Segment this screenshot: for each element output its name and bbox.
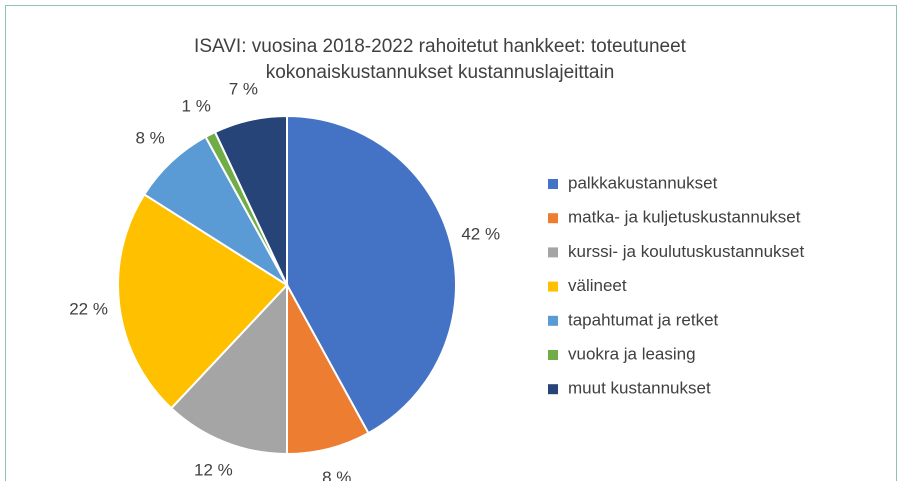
legend-label: vuokra ja leasing (568, 344, 696, 363)
data-label: 8 % (322, 468, 351, 481)
pie-slice (117, 193, 289, 410)
data-label: 8 % (135, 129, 164, 148)
pie-slice (286, 114, 457, 435)
data-label: 42 % (461, 225, 500, 244)
legend-label: muut kustannukset (568, 379, 711, 398)
pie-slice (169, 282, 288, 456)
legend-swatch (548, 179, 558, 189)
legend-label: palkkakustannukset (568, 173, 718, 192)
legend-label: matka- ja kuljetuskustannukset (568, 208, 801, 227)
pie-slice (213, 114, 288, 286)
legend-swatch (548, 247, 558, 258)
chart-frame (5, 5, 897, 481)
legend-label: kurssi- ja koulutuskustannukset (568, 242, 805, 261)
data-label: 12 % (194, 460, 233, 479)
data-label: 7 % (229, 79, 258, 98)
legend-swatch (548, 384, 558, 395)
legend-label: välineet (568, 276, 627, 295)
data-label: 22 % (69, 300, 108, 319)
data-label: 1 % (182, 96, 211, 115)
legend-swatch (548, 213, 558, 224)
chart-title: ISAVI: vuosina 2018-2022 rahoitetut hank… (194, 36, 686, 83)
legend-swatch (548, 315, 558, 326)
legend-swatch (548, 281, 558, 292)
legend-swatch (548, 350, 558, 360)
legend-label: tapahtumat ja retket (568, 310, 719, 329)
